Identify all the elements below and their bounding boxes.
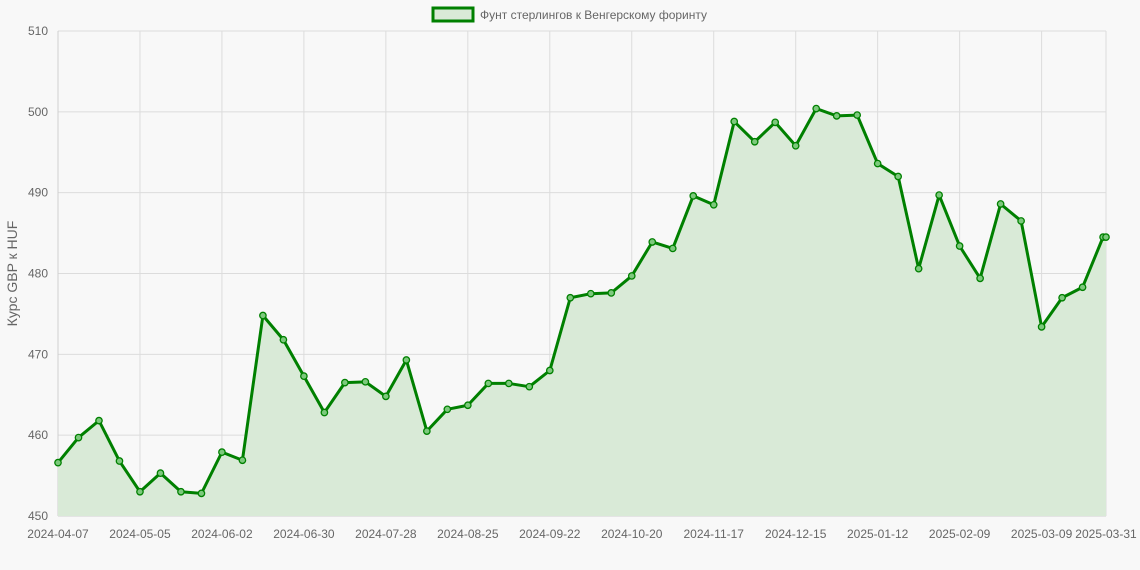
data-point: [443, 405, 452, 414]
data-point: [463, 401, 472, 410]
x-tick-label: 2025-03-09: [1011, 527, 1073, 541]
data-point: [74, 433, 83, 442]
data-point: [54, 458, 62, 467]
data-point: [976, 274, 984, 283]
data-point: [607, 289, 616, 297]
y-tick-label: 490: [28, 186, 48, 200]
data-point: [1017, 217, 1025, 225]
data-point: [668, 244, 677, 253]
data-point: [1058, 293, 1066, 302]
legend-label[interactable]: Фунт стерлингов к Венгерскому форинту: [480, 8, 707, 22]
data-point: [320, 408, 329, 417]
data-point: [586, 289, 595, 298]
data-point: [545, 366, 554, 375]
y-tick-label: 510: [28, 24, 48, 38]
data-point: [894, 172, 903, 181]
x-tick-label: 2024-06-02: [191, 527, 253, 541]
data-point: [709, 200, 718, 209]
data-point: [1102, 233, 1110, 241]
data-point: [218, 448, 226, 456]
x-tick-label: 2024-10-20: [601, 527, 663, 541]
x-tick-label: 2024-04-07: [27, 527, 89, 541]
x-tick-label: 2025-01-12: [847, 527, 909, 541]
x-tick-label: 2024-07-28: [355, 527, 417, 541]
data-point: [238, 456, 247, 465]
data-point: [627, 272, 636, 280]
data-point: [771, 118, 780, 127]
x-tick-label: 2024-06-30: [273, 527, 335, 541]
data-point: [791, 141, 800, 150]
data-point: [1037, 322, 1046, 331]
x-axis-ticks: 2024-04-07 2024-05-05 2024-06-02 2024-06-30…: [27, 527, 1137, 541]
data-point: [341, 378, 349, 387]
data-point: [689, 192, 698, 200]
x-tick-label: 2025-03-31: [1075, 527, 1137, 541]
data-point: [484, 379, 493, 388]
data-point: [115, 457, 124, 465]
data-point: [136, 487, 144, 496]
y-tick-label: 450: [28, 509, 48, 523]
y-tick-label: 480: [28, 267, 48, 281]
y-axis-title: Курс GBP к HUF: [4, 221, 20, 327]
legend-swatch[interactable]: [431, 6, 475, 23]
x-tick-label: 2024-09-22: [519, 527, 581, 541]
data-point: [197, 489, 206, 498]
data-point: [177, 487, 185, 496]
legend[interactable]: Фунт стерлингов к Венгерскому форинту: [431, 6, 707, 23]
y-tick-label: 470: [28, 347, 48, 361]
data-point: [361, 377, 370, 386]
data-point: [853, 111, 862, 119]
data-point: [935, 191, 943, 199]
x-tick-label: 2024-12-15: [765, 527, 827, 541]
x-tick-label: 2024-11-17: [683, 527, 744, 541]
data-point: [730, 117, 739, 126]
data-point: [750, 137, 759, 146]
area-fill-layer: [58, 108, 1106, 516]
data-point: [566, 293, 575, 302]
data-point: [955, 242, 964, 250]
data-point: [1078, 283, 1087, 292]
data-point: [504, 379, 513, 388]
x-tick-label: 2024-05-05: [109, 527, 171, 541]
y-axis-ticks: 450 460 470 480 490 500 510: [28, 24, 48, 523]
data-point: [996, 200, 1005, 208]
data-point: [422, 427, 431, 435]
data-point: [279, 335, 288, 344]
data-point: [914, 264, 923, 273]
data-point: [156, 469, 165, 478]
x-tick-label: 2025-02-09: [929, 527, 991, 541]
data-point: [95, 416, 103, 425]
y-tick-label: 460: [28, 428, 48, 442]
data-points-layer: [54, 104, 1110, 498]
data-point: [812, 104, 821, 113]
data-point: [648, 238, 657, 246]
data-point: [382, 392, 390, 401]
y-tick-label: 500: [28, 105, 48, 119]
data-point: [259, 311, 267, 320]
x-tick-label: 2024-08-25: [437, 527, 499, 541]
data-point: [832, 112, 841, 120]
data-point: [300, 372, 308, 381]
series-area: [58, 108, 1106, 516]
data-point: [402, 356, 411, 364]
data-point: [873, 159, 882, 168]
data-point: [525, 382, 534, 391]
